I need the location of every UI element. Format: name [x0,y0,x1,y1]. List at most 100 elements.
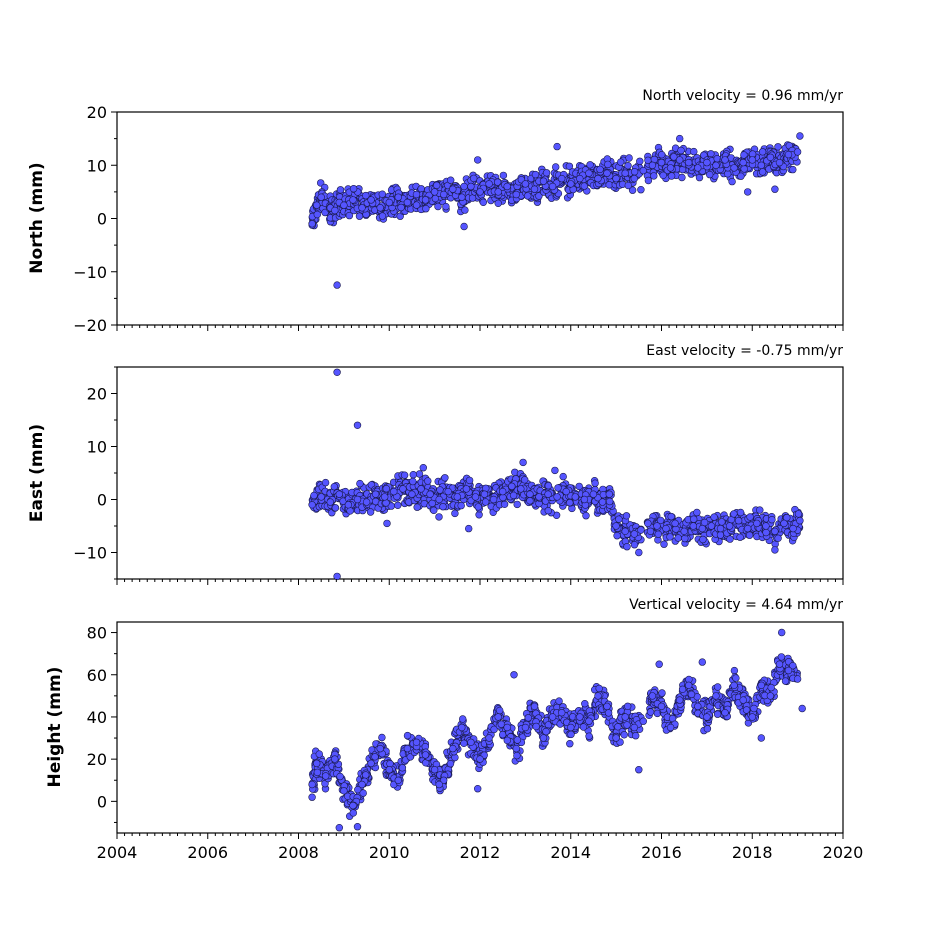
east-data-point [457,501,465,510]
east-data-point [513,500,521,509]
east-outlier-point [353,421,362,429]
north-outlier-point [796,132,804,140]
north-data-point [604,160,612,169]
east-data-point [660,540,668,548]
height-data-point [403,731,412,740]
height-outlier-point [798,704,806,713]
east-data-point [451,509,459,518]
x-tick-label: 2008 [278,843,319,862]
north-data-point [659,171,667,180]
height-data-point [398,764,407,772]
east-data-point [417,485,425,493]
east-data-point [481,498,490,506]
east-data-point [689,515,698,523]
north-data-point [470,174,478,183]
east-data-point [520,476,529,484]
east-data-point [453,493,461,501]
height-data-point [503,723,511,732]
north-data-point [317,179,325,187]
east-data-point [718,518,726,526]
height-data-point [732,674,740,682]
height-data-point [385,765,393,774]
north-data-point [625,154,633,162]
east-data-point [444,487,452,496]
height-data-point [367,759,375,768]
height-data-point [623,721,631,729]
height-data-point [775,660,784,668]
north-panel: North velocity = 0.96 mm/yr North (mm) −… [27,88,844,335]
east-data-point [743,524,752,533]
height-data-point [703,713,711,721]
east-data-point [780,519,788,528]
height-data-point [394,776,402,784]
height-outlier-point [510,671,518,679]
height-data-point [657,702,666,711]
east-data-point [589,490,598,498]
east-data-point [725,522,734,530]
north-data-point [503,182,511,191]
north-data-point [705,170,714,179]
east-plot-frame [116,366,844,580]
east-outlier-point [519,458,527,467]
east-data-point [400,471,409,479]
east-data-point [671,519,679,528]
east-data-point [674,534,682,542]
x-tick-label: 2020 [823,843,864,862]
east-data-point [310,491,318,500]
x-tick-label: 2006 [187,843,228,862]
north-data-point [551,163,560,171]
height-data-point [666,723,675,732]
height-data-point [446,759,455,768]
north-data-point [644,176,653,185]
north-data-point [650,172,658,180]
north-data-point [678,173,686,182]
north-velocity-title: North velocity = 0.96 mm/yr [642,88,843,104]
north-data-point [467,182,475,191]
north-data-point [657,158,666,167]
east-data-point [435,495,443,504]
north-data-point [313,210,321,219]
east-data-point [710,513,718,521]
east-data-point [637,526,645,534]
east-y-tick-label: 0 [97,491,107,510]
north-y-tick-label: 20 [87,103,107,122]
height-data-point [646,708,655,716]
east-data-point [794,510,803,518]
north-data-point [648,161,657,170]
height-data-point [359,789,367,797]
east-outlier-point [635,548,643,557]
north-data-point [476,188,484,196]
height-data-point [784,666,793,675]
east-data-point [630,530,638,538]
east-data-point [762,528,770,537]
east-data-point [582,511,590,520]
north-data-point [358,204,366,212]
east-data-point [768,515,776,524]
north-data-point [557,174,566,183]
north-data-point [468,194,477,202]
north-data-point [403,198,412,207]
east-data-point [489,495,498,504]
north-data-point [667,172,676,180]
east-data-point [362,498,371,506]
height-outlier-point [757,734,765,742]
east-data-point [346,507,354,515]
north-data-point [449,185,457,193]
east-outlier-point [551,466,559,475]
east-data-point [734,516,743,525]
east-outlier-point [383,519,391,528]
height-data-point [460,739,468,747]
east-data-point [321,478,330,487]
x-tick-label: 2018 [732,843,773,862]
north-data-point [394,193,402,201]
north-data-point [774,143,782,151]
north-data-point [694,164,702,172]
north-data-point [740,151,748,159]
east-data-point [653,522,661,530]
north-data-point [422,205,430,213]
height-outlier-point [474,784,482,793]
north-data-point [586,161,594,169]
height-data-point [403,744,412,753]
east-data-point [317,493,325,501]
north-data-point [349,185,358,193]
